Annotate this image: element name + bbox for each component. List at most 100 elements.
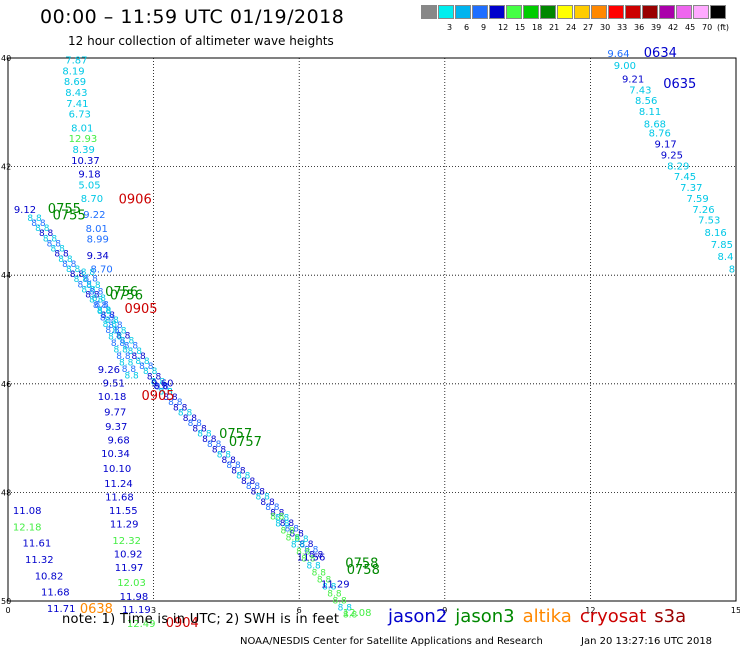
- swh-value: 9.25: [661, 150, 683, 161]
- swh-value: 6.73: [69, 110, 91, 121]
- swh-value: 10.34: [101, 449, 130, 460]
- pass-time-label: 0635: [663, 77, 696, 92]
- legend-swatch: [455, 5, 471, 19]
- track-marker: 8.8: [280, 527, 295, 537]
- satellite-name: altika: [522, 606, 572, 627]
- legend-swatch: [642, 5, 658, 19]
- track-marker: 8.8: [58, 255, 73, 265]
- track-marker: 8.8: [304, 545, 319, 555]
- legend-label: 39: [651, 23, 662, 32]
- track-marker: 8.8: [47, 239, 62, 249]
- legend-label: 3: [447, 23, 453, 32]
- swh-value: 8.99: [87, 235, 109, 246]
- track-marker: 8.8: [158, 387, 173, 397]
- legend-label: 33: [617, 23, 628, 32]
- swh-value: 10.10: [103, 464, 132, 475]
- legend-swatch: [710, 5, 726, 19]
- legend-swatch: [540, 5, 556, 19]
- track-marker: 8.8: [212, 445, 227, 455]
- swh-value: 8.01: [71, 123, 93, 134]
- pass-time-label: 0905: [124, 302, 157, 317]
- track-marker: 8.8: [301, 554, 316, 564]
- swh-value: 7.43: [629, 85, 651, 96]
- pass-time-label: 0634: [644, 46, 677, 61]
- track-marker: 8.8: [154, 382, 169, 392]
- track-marker: 8.8: [128, 347, 143, 357]
- lat-tick-label: 42: [1, 163, 11, 172]
- track-marker: 8.8: [294, 535, 309, 545]
- track-marker: 8.8: [143, 367, 158, 377]
- swh-value: 11.61: [23, 539, 52, 550]
- track-marker: 8.8: [66, 265, 81, 275]
- lon-tick-label: 12: [585, 606, 595, 615]
- map-grid: [7, 57, 737, 602]
- legend-label: 27: [583, 23, 594, 32]
- swh-value: 7.26: [692, 205, 714, 216]
- swh-value: 9.51: [103, 379, 125, 390]
- track-marker: 8.8: [202, 435, 217, 445]
- swh-value: 7.45: [674, 172, 696, 183]
- track-marker: 8.8: [270, 513, 285, 523]
- satellite-legend: jason2 jason3 altika cryosat s3a: [388, 606, 694, 627]
- track-marker: 8.8: [332, 596, 347, 606]
- legend-swatch: [557, 5, 573, 19]
- lat-tick-label: 46: [1, 380, 11, 389]
- legend-swatch: [523, 5, 539, 19]
- lon-tick-label: 3: [151, 606, 156, 615]
- swh-value: 9.22: [83, 210, 105, 221]
- note-text: note: 1) Time is in UTC; 2) SWH is in fe…: [62, 612, 340, 627]
- legend-unit: (ft): [717, 23, 730, 32]
- page-subtitle: 12 hour collection of altimeter wave hei…: [68, 34, 334, 48]
- track-marker: 8.8: [124, 342, 139, 352]
- track-marker: 8.8: [100, 313, 115, 323]
- pass-time-label: 0757: [219, 427, 252, 442]
- satellite-name: jason3: [455, 606, 515, 627]
- track-marker: 8.8: [275, 520, 290, 530]
- track-marker: 8.8: [39, 229, 54, 239]
- swh-value: 10.82: [35, 571, 64, 582]
- legend-label: 21: [549, 23, 560, 32]
- swh-value: 10.92: [114, 550, 143, 561]
- lon-tick-label: 15: [731, 606, 740, 615]
- pass-time-label: 0758: [347, 563, 380, 578]
- track-marker: 8.8: [119, 358, 134, 368]
- track-marker: 8.8: [120, 337, 135, 347]
- lat-tick-label: 40: [1, 54, 11, 63]
- swh-value: 9.64: [607, 49, 629, 60]
- swh-value: 7.41: [66, 99, 88, 110]
- swh-value: 11.55: [109, 506, 138, 517]
- swh-value: 12.32: [112, 536, 141, 547]
- footer-timestamp: Jan 20 13:27:16 UTC 2018: [581, 636, 713, 647]
- track-marker: 8.8: [192, 424, 207, 434]
- legend-swatch: [438, 5, 454, 19]
- swh-value: 8.01: [86, 224, 108, 235]
- swh-value: 8.39: [73, 145, 95, 156]
- swh-value: 9.77: [104, 407, 126, 418]
- swh-value: 11.29: [110, 520, 139, 531]
- swh-value: 11.56: [297, 552, 326, 563]
- track-marker: 8.8: [217, 451, 232, 461]
- track-marker: 8.8: [178, 409, 193, 419]
- track-marker: 8.8: [155, 383, 170, 393]
- legend-label: 9: [481, 23, 487, 32]
- legend-label: 24: [566, 23, 577, 32]
- track-marker: 8.8: [51, 245, 66, 255]
- lon-tick-label: 6: [297, 606, 302, 615]
- track-marker: 8.8: [188, 419, 203, 429]
- swh-value: 7.37: [680, 183, 702, 194]
- track-marker: 8.8: [124, 371, 139, 381]
- track-marker: 8.8: [54, 250, 69, 260]
- track-marker: 8.8: [256, 493, 271, 503]
- legend-label: 45: [685, 23, 696, 32]
- pass-time-label: 0638: [80, 602, 113, 617]
- swh-value: 11.08: [13, 506, 42, 517]
- track-marker: 8.8: [291, 540, 306, 550]
- track-marker: 8.8: [251, 487, 266, 497]
- swh-value: 11.24: [104, 479, 133, 490]
- track-marker: 8.8: [78, 280, 93, 290]
- swh-value: 8.76: [649, 129, 671, 140]
- swh-value: 9.17: [654, 140, 676, 151]
- swh-value: 10.37: [71, 156, 100, 167]
- swh-value: 9.18: [78, 169, 100, 180]
- swh-value: 11.97: [115, 563, 144, 574]
